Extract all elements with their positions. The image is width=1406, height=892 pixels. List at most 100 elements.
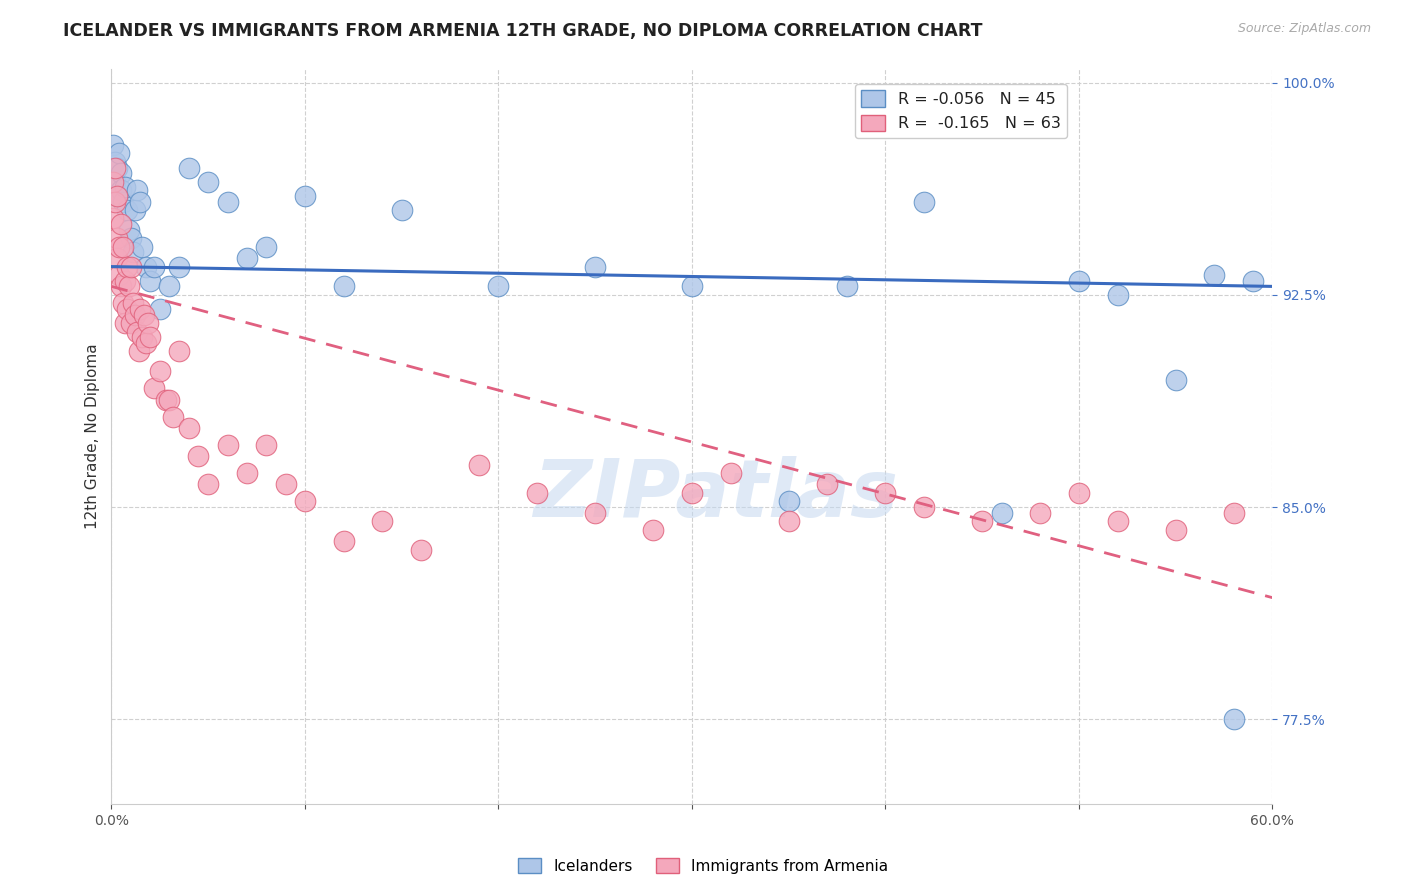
Point	[236, 251, 259, 265]
Point	[835, 279, 858, 293]
Point	[681, 279, 703, 293]
Point	[1029, 506, 1052, 520]
Point	[105, 231, 128, 245]
Point	[111, 296, 134, 310]
Point	[110, 183, 132, 197]
Point	[104, 161, 127, 175]
Point	[1067, 486, 1090, 500]
Point	[125, 325, 148, 339]
Point	[681, 486, 703, 500]
Point	[583, 506, 606, 520]
Point	[120, 316, 142, 330]
Point	[197, 477, 219, 491]
Point	[1204, 268, 1226, 282]
Point	[778, 514, 800, 528]
Point	[294, 494, 316, 508]
Point	[115, 260, 138, 274]
Point	[486, 279, 509, 293]
Point	[105, 189, 128, 203]
Point	[167, 344, 190, 359]
Point	[254, 438, 277, 452]
Point	[114, 180, 136, 194]
Point	[135, 336, 157, 351]
Point	[131, 240, 153, 254]
Point	[526, 486, 548, 500]
Point	[1107, 288, 1129, 302]
Point	[118, 279, 141, 293]
Point	[128, 344, 150, 359]
Point	[1222, 712, 1244, 726]
Point	[110, 166, 132, 180]
Point	[1067, 274, 1090, 288]
Point	[167, 260, 190, 274]
Point	[104, 175, 127, 189]
Point	[104, 154, 127, 169]
Point	[108, 240, 131, 254]
Point	[115, 301, 138, 316]
Point	[217, 194, 239, 209]
Point	[159, 392, 181, 407]
Point	[155, 392, 177, 407]
Point	[121, 245, 143, 260]
Point	[236, 466, 259, 480]
Point	[114, 316, 136, 330]
Point	[1164, 523, 1187, 537]
Text: ICELANDER VS IMMIGRANTS FROM ARMENIA 12TH GRADE, NO DIPLOMA CORRELATION CHART: ICELANDER VS IMMIGRANTS FROM ARMENIA 12T…	[63, 22, 983, 40]
Point	[177, 161, 200, 175]
Point	[149, 301, 172, 316]
Point	[143, 260, 166, 274]
Point	[409, 542, 432, 557]
Point	[294, 189, 316, 203]
Point	[103, 175, 125, 189]
Point	[103, 137, 125, 152]
Point	[125, 183, 148, 197]
Point	[105, 161, 128, 175]
Text: ZIPatlas: ZIPatlas	[533, 456, 897, 534]
Point	[129, 301, 152, 316]
Point	[149, 364, 172, 378]
Point	[1164, 373, 1187, 387]
Point	[135, 260, 157, 274]
Legend: Icelanders, Immigrants from Armenia: Icelanders, Immigrants from Armenia	[512, 852, 894, 880]
Point	[111, 194, 134, 209]
Point	[720, 466, 742, 480]
Point	[371, 514, 394, 528]
Point	[332, 279, 354, 293]
Point	[875, 486, 897, 500]
Point	[134, 308, 156, 322]
Point	[121, 296, 143, 310]
Point	[143, 381, 166, 395]
Point	[1241, 274, 1264, 288]
Point	[912, 194, 935, 209]
Text: Source: ZipAtlas.com: Source: ZipAtlas.com	[1237, 22, 1371, 36]
Point	[187, 449, 209, 463]
Point	[124, 308, 146, 322]
Point	[583, 260, 606, 274]
Point	[972, 514, 994, 528]
Point	[114, 274, 136, 288]
Point	[111, 240, 134, 254]
Point	[217, 438, 239, 452]
Point	[108, 268, 131, 282]
Point	[131, 330, 153, 344]
Point	[990, 506, 1012, 520]
Point	[778, 494, 800, 508]
Legend: R = -0.056   N = 45, R =  -0.165   N = 63: R = -0.056 N = 45, R = -0.165 N = 63	[855, 84, 1067, 137]
Point	[103, 211, 125, 226]
Point	[139, 274, 162, 288]
Y-axis label: 12th Grade, No Diploma: 12th Grade, No Diploma	[86, 343, 100, 529]
Point	[129, 194, 152, 209]
Point	[105, 251, 128, 265]
Point	[274, 477, 297, 491]
Point	[124, 202, 146, 217]
Point	[118, 223, 141, 237]
Point	[391, 202, 413, 217]
Point	[1222, 506, 1244, 520]
Point	[115, 202, 138, 217]
Point	[468, 458, 491, 472]
Point	[108, 146, 131, 161]
Point	[139, 330, 162, 344]
Point	[105, 189, 128, 203]
Point	[1107, 514, 1129, 528]
Point	[332, 534, 354, 549]
